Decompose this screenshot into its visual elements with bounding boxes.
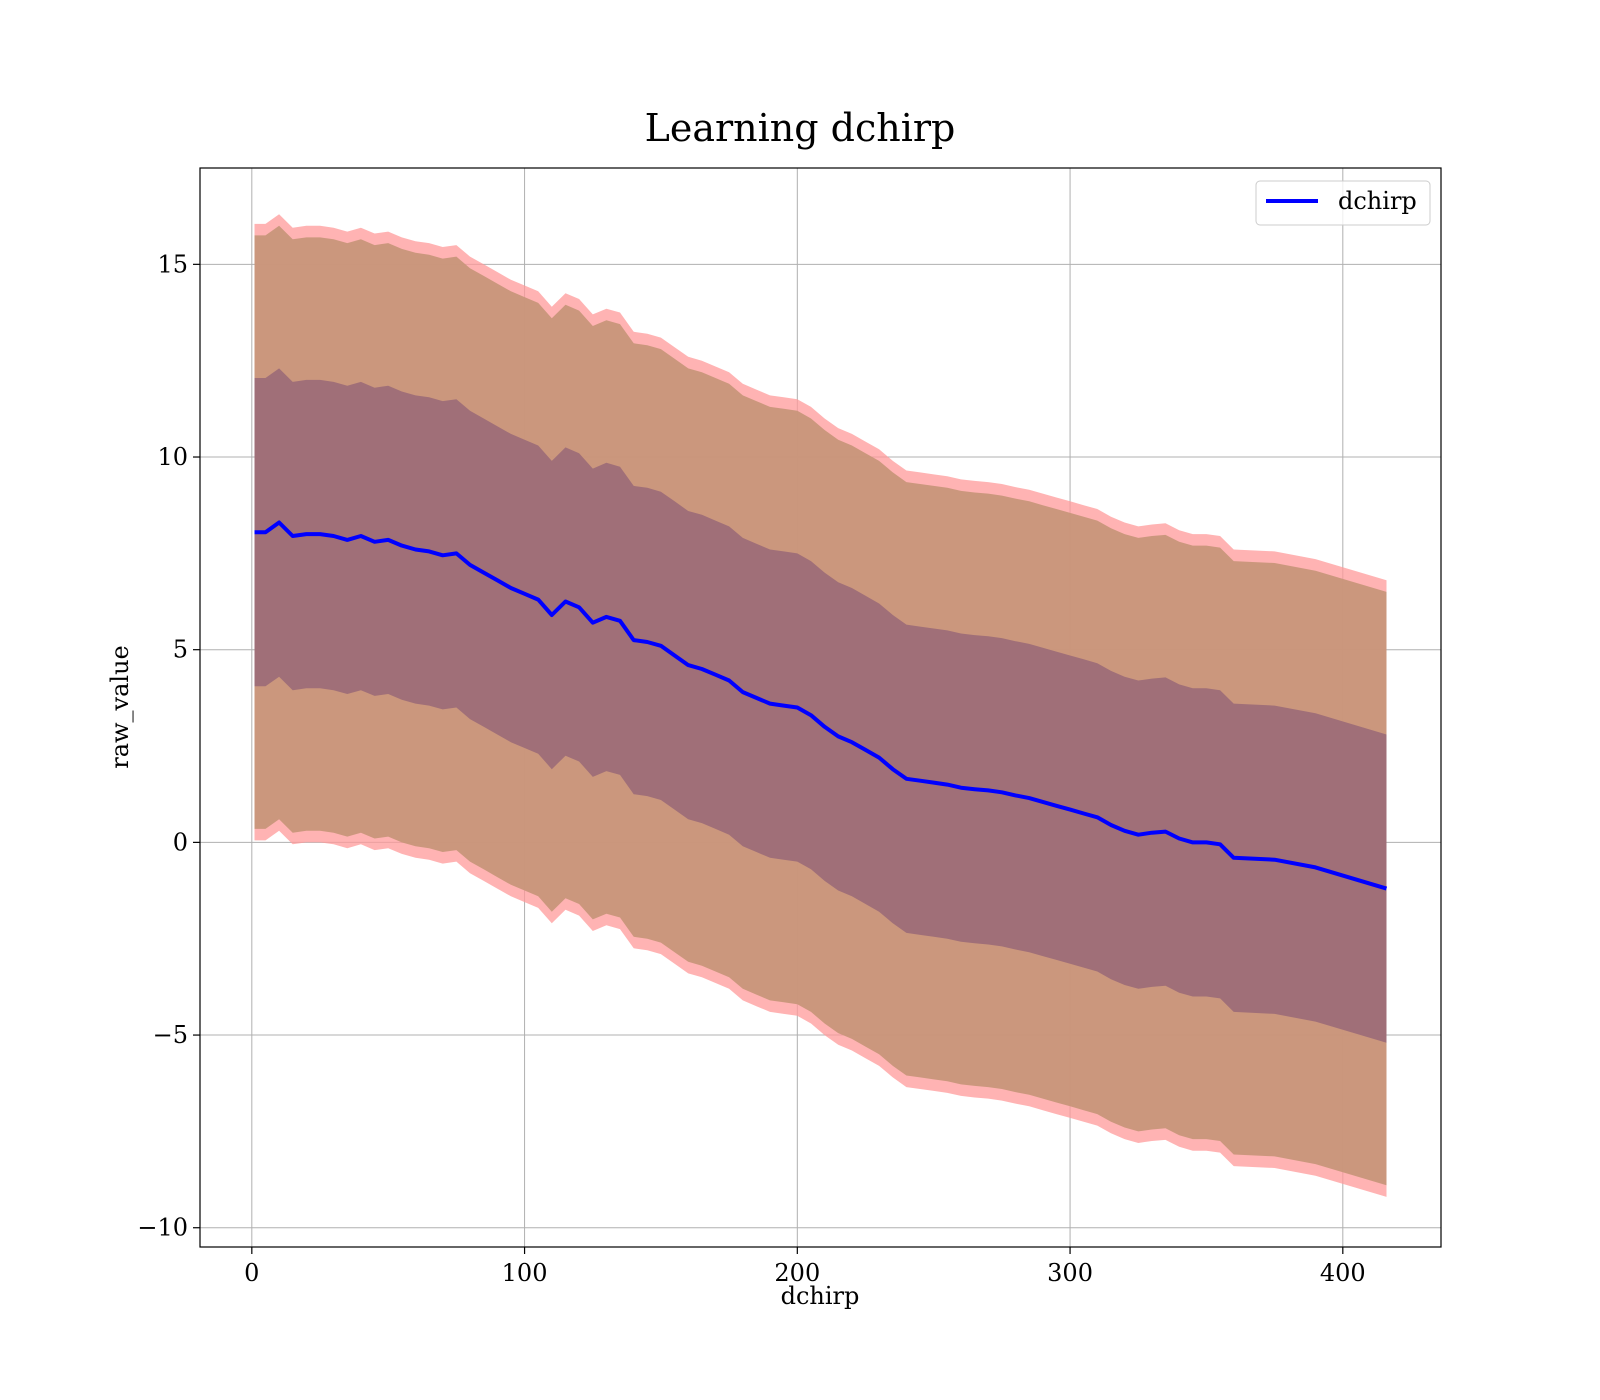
x-tick-label: 100	[502, 1259, 548, 1287]
confidence-bands	[254, 214, 1387, 1197]
y-tick-label: 10	[157, 443, 188, 471]
series-lines	[254, 520, 1388, 891]
y-tick-label: −5	[153, 1021, 188, 1049]
legend-label: dchirp	[1338, 187, 1417, 215]
plot-frame	[199, 167, 1442, 1248]
x-tick-label: 200	[774, 1259, 820, 1287]
x-tick-label: 400	[1320, 1259, 1366, 1287]
y-tick-label: 0	[173, 828, 188, 856]
plot-area	[199, 167, 1442, 1248]
y-tick-label: 15	[157, 250, 188, 278]
y-axis-ticks: −10 −5 0 5 10 15	[137, 250, 200, 1242]
legend-box	[1255, 180, 1431, 226]
y-axis-label: raw_value	[106, 645, 134, 769]
x-axis-ticks: 0 100 200 300 400	[244, 1247, 1366, 1287]
dchirp-series-line	[254, 520, 1388, 891]
inner-band	[254, 368, 1387, 1043]
y-tick-label: 5	[173, 636, 188, 664]
x-axis-label: dchirp	[781, 1282, 860, 1310]
x-tick-label: 0	[244, 1259, 259, 1287]
legend: dchirp	[1255, 180, 1431, 226]
x-tick-label: 300	[1047, 1259, 1093, 1287]
y-tick-label: −10	[137, 1214, 188, 1242]
chart-title: Learning dchirp	[645, 106, 956, 150]
